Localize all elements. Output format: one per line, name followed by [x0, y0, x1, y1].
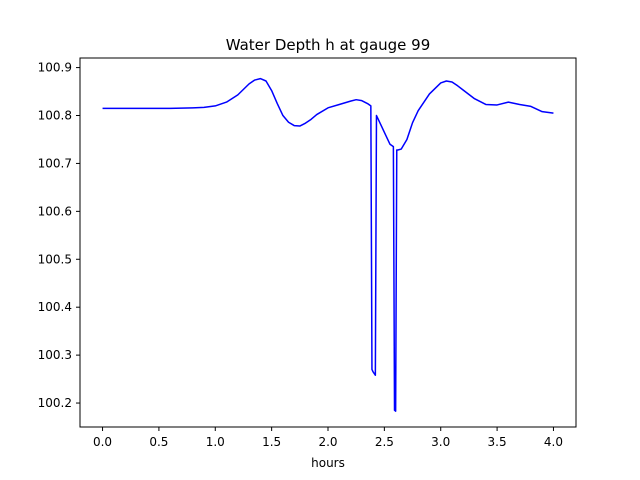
series-line-0	[102, 77, 554, 412]
x-axis-ticks: 0.0 0.5 1.0 1.5 2.0 2.5 3.0 3.5 4.0	[93, 427, 563, 449]
x-tick-label: 3.0	[431, 435, 450, 449]
y-tick-label: 100.3	[38, 348, 72, 362]
x-axis-label: hours	[311, 456, 345, 470]
x-tick-label: 2.5	[375, 435, 394, 449]
series-layer	[102, 77, 554, 412]
x-tick-label: 0.0	[93, 435, 112, 449]
y-tick-label: 100.2	[38, 396, 72, 410]
y-tick-label: 100.8	[38, 109, 72, 123]
x-tick-label: 3.5	[488, 435, 507, 449]
y-tick-label: 100.9	[38, 61, 72, 75]
x-tick-label: 2.0	[318, 435, 337, 449]
y-tick-label: 100.6	[38, 204, 72, 218]
chart-title: Water Depth h at gauge 99	[226, 36, 431, 54]
y-axis-ticks: 100.2 100.3 100.4 100.5 100.6 100.7 100.8 100.9	[38, 61, 80, 410]
y-tick-label: 100.5	[38, 252, 72, 266]
plot-frame	[79, 57, 577, 428]
x-tick-label: 0.5	[149, 435, 168, 449]
x-tick-label: 4.0	[544, 435, 563, 449]
x-tick-label: 1.0	[206, 435, 225, 449]
x-tick-label: 1.5	[262, 435, 281, 449]
y-tick-label: 100.7	[38, 156, 72, 170]
y-tick-label: 100.4	[38, 300, 72, 314]
